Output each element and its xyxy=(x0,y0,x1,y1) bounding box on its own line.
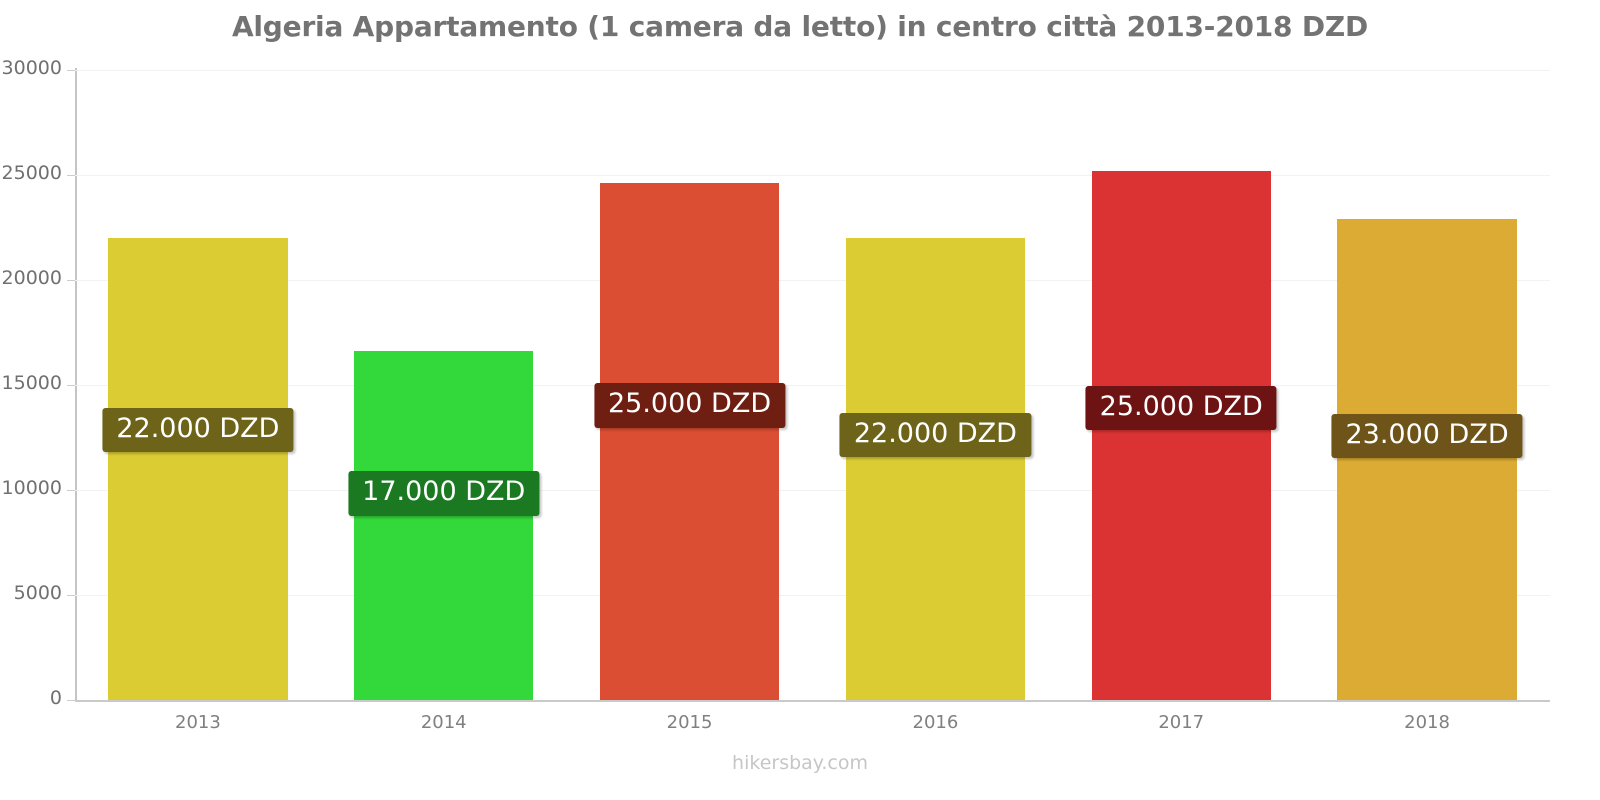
y-tick-mark xyxy=(67,385,75,386)
y-tick-mark xyxy=(67,70,75,71)
bar-value-label: 22.000 DZD xyxy=(102,408,294,453)
y-tick-label: 20000 xyxy=(1,267,62,289)
y-tick-label: 30000 xyxy=(1,57,62,79)
gridline xyxy=(75,385,1550,386)
bar-group: 22.000 DZD xyxy=(839,70,1031,700)
bar[interactable] xyxy=(1337,219,1517,700)
y-tick-mark xyxy=(67,280,75,281)
bar-value-label: 22.000 DZD xyxy=(839,413,1031,458)
x-tick-label: 2014 xyxy=(420,712,467,733)
y-tick-mark xyxy=(67,175,75,176)
y-tick-label: 10000 xyxy=(1,477,62,499)
footer-credit: hikersbay.com xyxy=(732,752,868,774)
y-tick-label: 5000 xyxy=(13,582,62,604)
bar-value-label: 25.000 DZD xyxy=(1085,385,1277,431)
y-tick-label: 25000 xyxy=(1,162,62,184)
x-tick-label: 2015 xyxy=(666,712,713,733)
bar-group: 25.000 DZD xyxy=(593,70,786,700)
bar[interactable] xyxy=(108,238,288,700)
bar[interactable] xyxy=(599,183,780,700)
bar-value-label: 25.000 DZD xyxy=(593,383,786,428)
bar-group: 23.000 DZD xyxy=(1331,70,1523,700)
plot-area: 22.000 DZD 17.000 DZD 25.000 DZD 22.000 DZD… xyxy=(67,70,1550,701)
x-tick-label: 2016 xyxy=(912,712,959,733)
bar[interactable] xyxy=(845,238,1026,700)
gridline xyxy=(75,70,1550,71)
bar-group: 22.000 DZD xyxy=(102,70,294,700)
gridline xyxy=(75,280,1550,281)
bar[interactable] xyxy=(354,351,534,700)
y-tick-mark xyxy=(67,595,75,596)
gridline xyxy=(75,175,1550,176)
y-tick-label: 15000 xyxy=(1,372,62,394)
bar-value-label: 17.000 DZD xyxy=(348,471,540,516)
x-tick-label: 2018 xyxy=(1404,712,1450,733)
gridline xyxy=(75,490,1550,491)
chart-title: Algeria Appartamento (1 camera da letto)… xyxy=(231,10,1369,43)
x-tick-label: 2017 xyxy=(1158,712,1205,733)
bar-group: 25.000 DZD xyxy=(1085,70,1277,700)
x-tick-label: 2013 xyxy=(175,712,221,733)
y-tick-mark xyxy=(67,700,75,701)
x-axis-line xyxy=(75,700,1550,702)
bar-value-label: 23.000 DZD xyxy=(1331,414,1523,459)
bar-group: 17.000 DZD xyxy=(348,70,540,700)
y-tick-label: 0 xyxy=(49,687,62,709)
gridline xyxy=(75,595,1550,596)
bar[interactable] xyxy=(1091,170,1271,700)
y-tick-mark xyxy=(67,490,75,491)
